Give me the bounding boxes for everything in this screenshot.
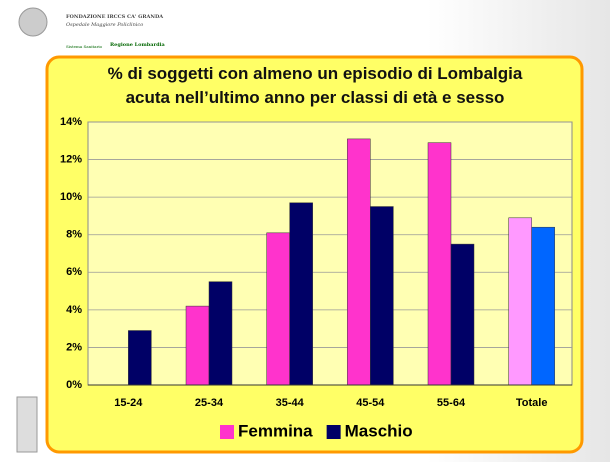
legend-label: Maschio	[345, 421, 413, 440]
y-tick-label: 0%	[66, 379, 82, 391]
logo	[19, 8, 47, 36]
bar	[370, 207, 393, 385]
legend-label: Femmina	[238, 421, 313, 440]
y-tick-label: 6%	[66, 266, 82, 278]
bar	[509, 218, 532, 385]
x-tick-label: Totale	[516, 397, 548, 409]
legend-swatch	[220, 425, 234, 439]
region-sys: Sistema Sanitario	[66, 44, 102, 49]
org-sub: Ospedale Maggiore Policlinico	[66, 22, 143, 28]
y-tick-label: 4%	[66, 304, 82, 316]
x-tick-label: 15-24	[114, 397, 143, 409]
x-tick-label: 55-64	[437, 397, 466, 409]
legend-swatch	[327, 425, 341, 439]
x-tick-label: 35-44	[276, 397, 305, 409]
bar	[267, 233, 290, 385]
y-tick-label: 12%	[60, 153, 82, 165]
y-tick-label: 2%	[66, 341, 82, 353]
slide: 0% 2% 4% 6% 8% 10% 12% 14% 15-24 25-34 35-44 45-54 5…	[0, 0, 610, 462]
side-logo	[17, 397, 37, 452]
bar	[428, 143, 451, 385]
plot-area	[88, 122, 572, 385]
bar	[209, 282, 232, 385]
bar	[290, 203, 313, 385]
bar	[128, 331, 151, 385]
x-tick-label: 25-34	[195, 397, 224, 409]
bar	[532, 227, 555, 385]
x-tick-label: 45-54	[356, 397, 385, 409]
y-tick-label: 14%	[60, 116, 82, 128]
bar	[186, 306, 209, 385]
bar	[347, 139, 370, 385]
bar	[451, 244, 474, 385]
region: Regione Lombardia	[110, 42, 165, 48]
org-name: FONDAZIONE IRCCS CA' GRANDA	[66, 14, 163, 20]
y-tick-label: 10%	[60, 191, 82, 203]
chart-title: % di soggetti con almeno un episodio di …	[60, 62, 570, 110]
y-tick-label: 8%	[66, 229, 82, 241]
